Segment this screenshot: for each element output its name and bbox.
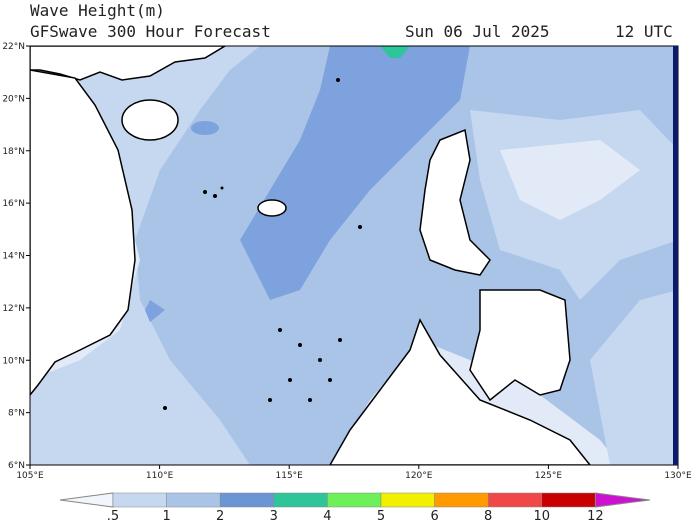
colorbar-label: 5 — [377, 509, 385, 524]
colorbar-bin — [434, 492, 489, 508]
colorbar-label: .5 — [107, 509, 119, 524]
ticks: 6°N 8°N 10°N 12°N 14°N 16°N 18°N 20°N 22°N 105°E 1… — [2, 42, 692, 481]
lat-label: 12°N — [2, 304, 25, 314]
colorbar-bin — [327, 492, 382, 508]
colorbar-label: 4 — [323, 509, 331, 524]
colorbar-end — [594, 492, 651, 508]
lon-label: 130°E — [664, 471, 692, 481]
sea-lightest-east — [500, 140, 640, 220]
sea-teal — [380, 46, 410, 58]
lat-label: 8°N — [8, 409, 25, 419]
lon-label: 125°E — [535, 471, 563, 481]
sea-medium-patch — [145, 300, 165, 322]
colorbar-bin — [273, 492, 328, 508]
map-edge — [673, 46, 678, 465]
colorbar-end — [59, 492, 114, 508]
land-luzon — [419, 128, 491, 276]
colorbar-bin — [541, 492, 596, 508]
lat-label: 10°N — [2, 356, 25, 366]
land-hainan — [121, 99, 179, 141]
lon-label: 120°E — [405, 471, 433, 481]
colorbar-bin — [380, 492, 435, 508]
colorbar-label: 2 — [216, 509, 224, 524]
colorbar-bin — [487, 492, 543, 508]
land-china — [30, 46, 227, 81]
colorbar-label: 8 — [484, 509, 492, 524]
lat-label: 22°N — [2, 42, 25, 52]
colorbar-label: 3 — [270, 509, 278, 524]
subtitle: GFSwave 300 Hour Forecast — [30, 22, 271, 41]
lon-label: 105°E — [16, 471, 44, 481]
colorbar: .5 1 2 3 4 5 6 8 10 12 — [59, 492, 651, 524]
land-borneo — [329, 318, 591, 465]
time: 12 UTC — [615, 22, 673, 41]
colorbar-label: 12 — [587, 509, 604, 524]
lon-label: 115°E — [276, 471, 304, 481]
land-vietnam — [30, 69, 136, 397]
colorbar-bin — [219, 492, 275, 508]
lat-label: 18°N — [2, 147, 25, 157]
colorbar-label: 10 — [534, 509, 551, 524]
lat-label: 6°N — [8, 461, 25, 471]
sea-medium-patch — [191, 121, 219, 135]
date: Sun 06 Jul 2025 — [405, 22, 550, 41]
title: Wave Height(m) — [30, 1, 165, 20]
colorbar-label: 1 — [162, 509, 170, 524]
colorbar-label: 6 — [430, 509, 438, 524]
land-islet — [257, 199, 287, 217]
colorbar-bin — [112, 492, 167, 508]
colorbar-bin — [166, 492, 221, 508]
lat-label: 14°N — [2, 252, 25, 262]
islets — [163, 78, 362, 410]
land-mindanao — [469, 289, 571, 402]
sea-medium — [240, 46, 470, 300]
map: 6°N 8°N 10°N 12°N 14°N 16°N 18°N 20°N 22°N 105°E 1… — [2, 42, 692, 481]
lat-label: 20°N — [2, 94, 25, 104]
lat-label: 16°N — [2, 199, 25, 209]
sea-light-se — [590, 290, 678, 465]
lon-label: 110°E — [146, 471, 174, 481]
